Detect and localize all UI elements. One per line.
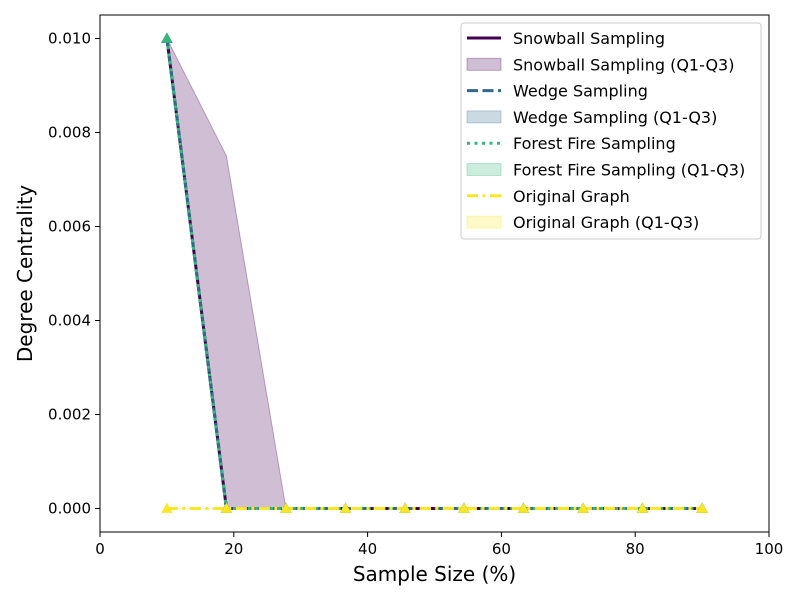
y-tick-label: 0.004: [48, 312, 91, 330]
forest-series-line: [165, 38, 703, 510]
original-marker: [577, 502, 589, 513]
forest-band-legend-swatch: [466, 163, 502, 176]
original-marker: [280, 502, 292, 513]
original-band-legend-label: Original Graph (Q1-Q3): [513, 213, 699, 232]
y-tick-label: 0.008: [48, 124, 91, 142]
original-marker: [458, 502, 470, 513]
original-marker: [220, 502, 233, 513]
plot-frame: [99, 14, 770, 533]
x-tick-label: 80: [626, 540, 645, 558]
y-tick-label: 0.000: [48, 500, 91, 518]
y-tick-label: 0.010: [48, 30, 91, 48]
series-lines: [165, 38, 703, 510]
legend-box: [460, 22, 762, 240]
x-axis: 0 20 40 60 80 100: [95, 532, 783, 558]
forest-legend-label: Forest Fire Sampling: [513, 134, 676, 153]
legend: Snowball Sampling Snowball Sampling (Q1-Q…: [460, 22, 762, 240]
snowball-band-legend-swatch: [466, 57, 502, 71]
y-axis: 0.000 0.002 0.004 0.006 0.008 0.010: [48, 30, 100, 518]
original-marker: [339, 502, 352, 513]
snowball-band-legend-label: Snowball Sampling (Q1-Q3): [513, 55, 734, 74]
wedge-band-legend-label: Wedge Sampling (Q1-Q3): [513, 108, 717, 127]
original-band-legend-swatch: [466, 215, 502, 229]
y-axis-label: Degree Centrality: [13, 185, 37, 362]
snowball-legend-label: Snowball Sampling: [513, 29, 665, 48]
y-tick-label: 0.002: [48, 406, 91, 424]
forest-band-legend-label: Forest Fire Sampling (Q1-Q3): [513, 161, 745, 180]
x-tick-label: 0: [95, 540, 105, 558]
series-markers: [161, 32, 708, 513]
wedge-legend-label: Wedge Sampling: [513, 82, 648, 101]
original-marker: [399, 502, 411, 513]
x-tick-label: 40: [358, 540, 377, 558]
y-tick-label: 0.006: [48, 218, 91, 236]
original-marker: [696, 502, 708, 513]
original-marker: [161, 502, 173, 513]
original-marker: [517, 502, 530, 513]
x-tick-label: 20: [224, 540, 243, 558]
original-legend-label: Original Graph: [513, 187, 630, 206]
x-axis-label: Sample Size (%): [353, 562, 516, 586]
original-marker: [636, 502, 649, 513]
forest-marker: [161, 32, 173, 43]
x-tick-label: 100: [755, 540, 784, 558]
x-tick-label: 60: [492, 540, 511, 558]
wedge-band-legend-swatch: [466, 110, 502, 124]
